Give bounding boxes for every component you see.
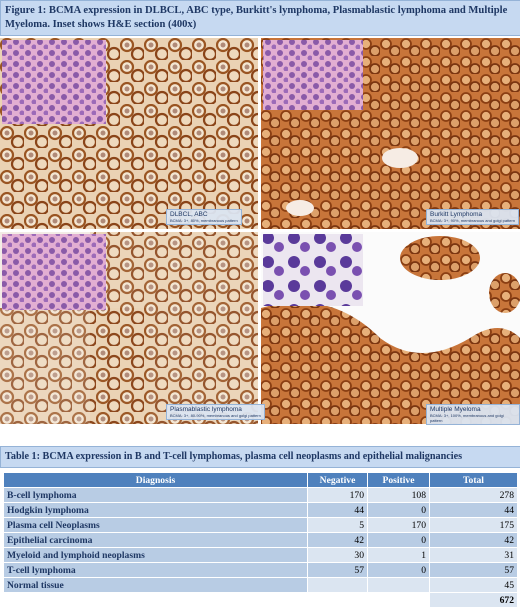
inset-he xyxy=(2,234,106,310)
negative-cell: 44 xyxy=(307,502,368,518)
header-row: Diagnosis Negative Positive Total xyxy=(3,472,518,488)
panel-detail: BCMA: 3+, 80-90%, membranous and golgi p… xyxy=(170,413,261,418)
blank-cell xyxy=(307,592,368,608)
figure-caption: Figure 1: BCMA expression in DLBCL, ABC … xyxy=(0,0,520,36)
diagnosis-cell: Plasma cell Neoplasms xyxy=(3,517,308,533)
positive-cell: 108 xyxy=(367,487,430,503)
tissue xyxy=(261,302,520,424)
negative-cell: 30 xyxy=(307,547,368,563)
total-cell: 278 xyxy=(429,487,518,503)
negative-cell: 42 xyxy=(307,532,368,548)
table-row: Plasma cell Neoplasms 5 170 175 xyxy=(3,517,518,533)
table-row: Hodgkin lymphoma 44 0 44 xyxy=(3,502,518,518)
panel-title: Multiple Myeloma xyxy=(430,406,481,413)
total-cell: 42 xyxy=(429,532,518,548)
tissue xyxy=(0,308,150,424)
table-row: Normal tissue 45 xyxy=(3,577,518,593)
positive-cell: 170 xyxy=(367,517,430,533)
panel-label: DLBCL, ABC BCMA: 3+, 80%, membranous patt… xyxy=(166,209,242,225)
panel-detail: BCMA: 3+, 90%, membranous and golgi patt… xyxy=(430,218,516,223)
inset-he xyxy=(2,40,106,124)
positive-cell: 0 xyxy=(367,562,430,578)
table-row: Myeloid and lymphoid neoplasms 30 1 31 xyxy=(3,547,518,563)
diagnosis-cell: Myeloid and lymphoid neoplasms xyxy=(3,547,308,563)
tissue xyxy=(489,273,520,313)
panel-label: Multiple Myeloma BCMA: 3+, 100%, membrano… xyxy=(426,404,520,425)
total-cell: 31 xyxy=(429,547,518,563)
tissue-gap xyxy=(286,200,314,216)
table: Diagnosis Negative Positive Total B-cell ly… xyxy=(3,472,518,608)
inset-he xyxy=(263,234,363,306)
table-row: B-cell lymphoma 170 108 278 xyxy=(3,487,518,503)
panel-title: Plasmablastic lymphoma xyxy=(170,406,242,413)
column-header: Positive xyxy=(367,472,430,488)
total-cell: 57 xyxy=(429,562,518,578)
positive-cell xyxy=(367,577,430,593)
inset-he xyxy=(263,40,363,110)
negative-cell xyxy=(307,577,368,593)
total-cell: 175 xyxy=(429,517,518,533)
diagnosis-cell: T-cell lymphoma xyxy=(3,562,308,578)
table-row: T-cell lymphoma 57 0 57 xyxy=(3,562,518,578)
panel-detail: BCMA: 3+, 100%, membranous and golgi pat… xyxy=(430,413,504,423)
diagnosis-cell: Normal tissue xyxy=(3,577,308,593)
panel-title: Burkitt Lymphoma xyxy=(430,211,483,218)
negative-cell: 5 xyxy=(307,517,368,533)
positive-cell: 0 xyxy=(367,532,430,548)
tissue xyxy=(400,236,480,280)
grand-total-cell: 672 xyxy=(429,592,518,608)
table-caption: Table 1: BCMA expression in B and T-cell… xyxy=(0,446,520,468)
panel-label: Burkitt Lymphoma BCMA: 3+, 90%, membranou… xyxy=(426,209,520,225)
panel-title: DLBCL, ABC xyxy=(170,211,208,218)
diagnosis-cell: B-cell lymphoma xyxy=(3,487,308,503)
column-header: Diagnosis xyxy=(3,472,308,488)
table-row: Epithelial carcinoma 42 0 42 xyxy=(3,532,518,548)
column-header: Total xyxy=(429,472,518,488)
blank-cell xyxy=(367,592,430,608)
total-cell: 45 xyxy=(429,577,518,593)
panel-detail: BCMA: 3+, 80%, membranous pattern xyxy=(170,218,238,223)
tissue-gap xyxy=(382,148,418,168)
positive-cell: 1 xyxy=(367,547,430,563)
negative-cell: 170 xyxy=(307,487,368,503)
total-cell: 44 xyxy=(429,502,518,518)
panel-label: Plasmablastic lymphoma BCMA: 3+, 80-90%, … xyxy=(166,404,265,420)
column-header: Negative xyxy=(307,472,368,488)
positive-cell: 0 xyxy=(367,502,430,518)
total-row: 672 xyxy=(3,592,518,608)
micrographs xyxy=(0,38,520,424)
diagnosis-cell: Epithelial carcinoma xyxy=(3,532,308,548)
diagnosis-cell: Hodgkin lymphoma xyxy=(3,502,308,518)
negative-cell: 57 xyxy=(307,562,368,578)
blank-cell xyxy=(3,592,308,608)
